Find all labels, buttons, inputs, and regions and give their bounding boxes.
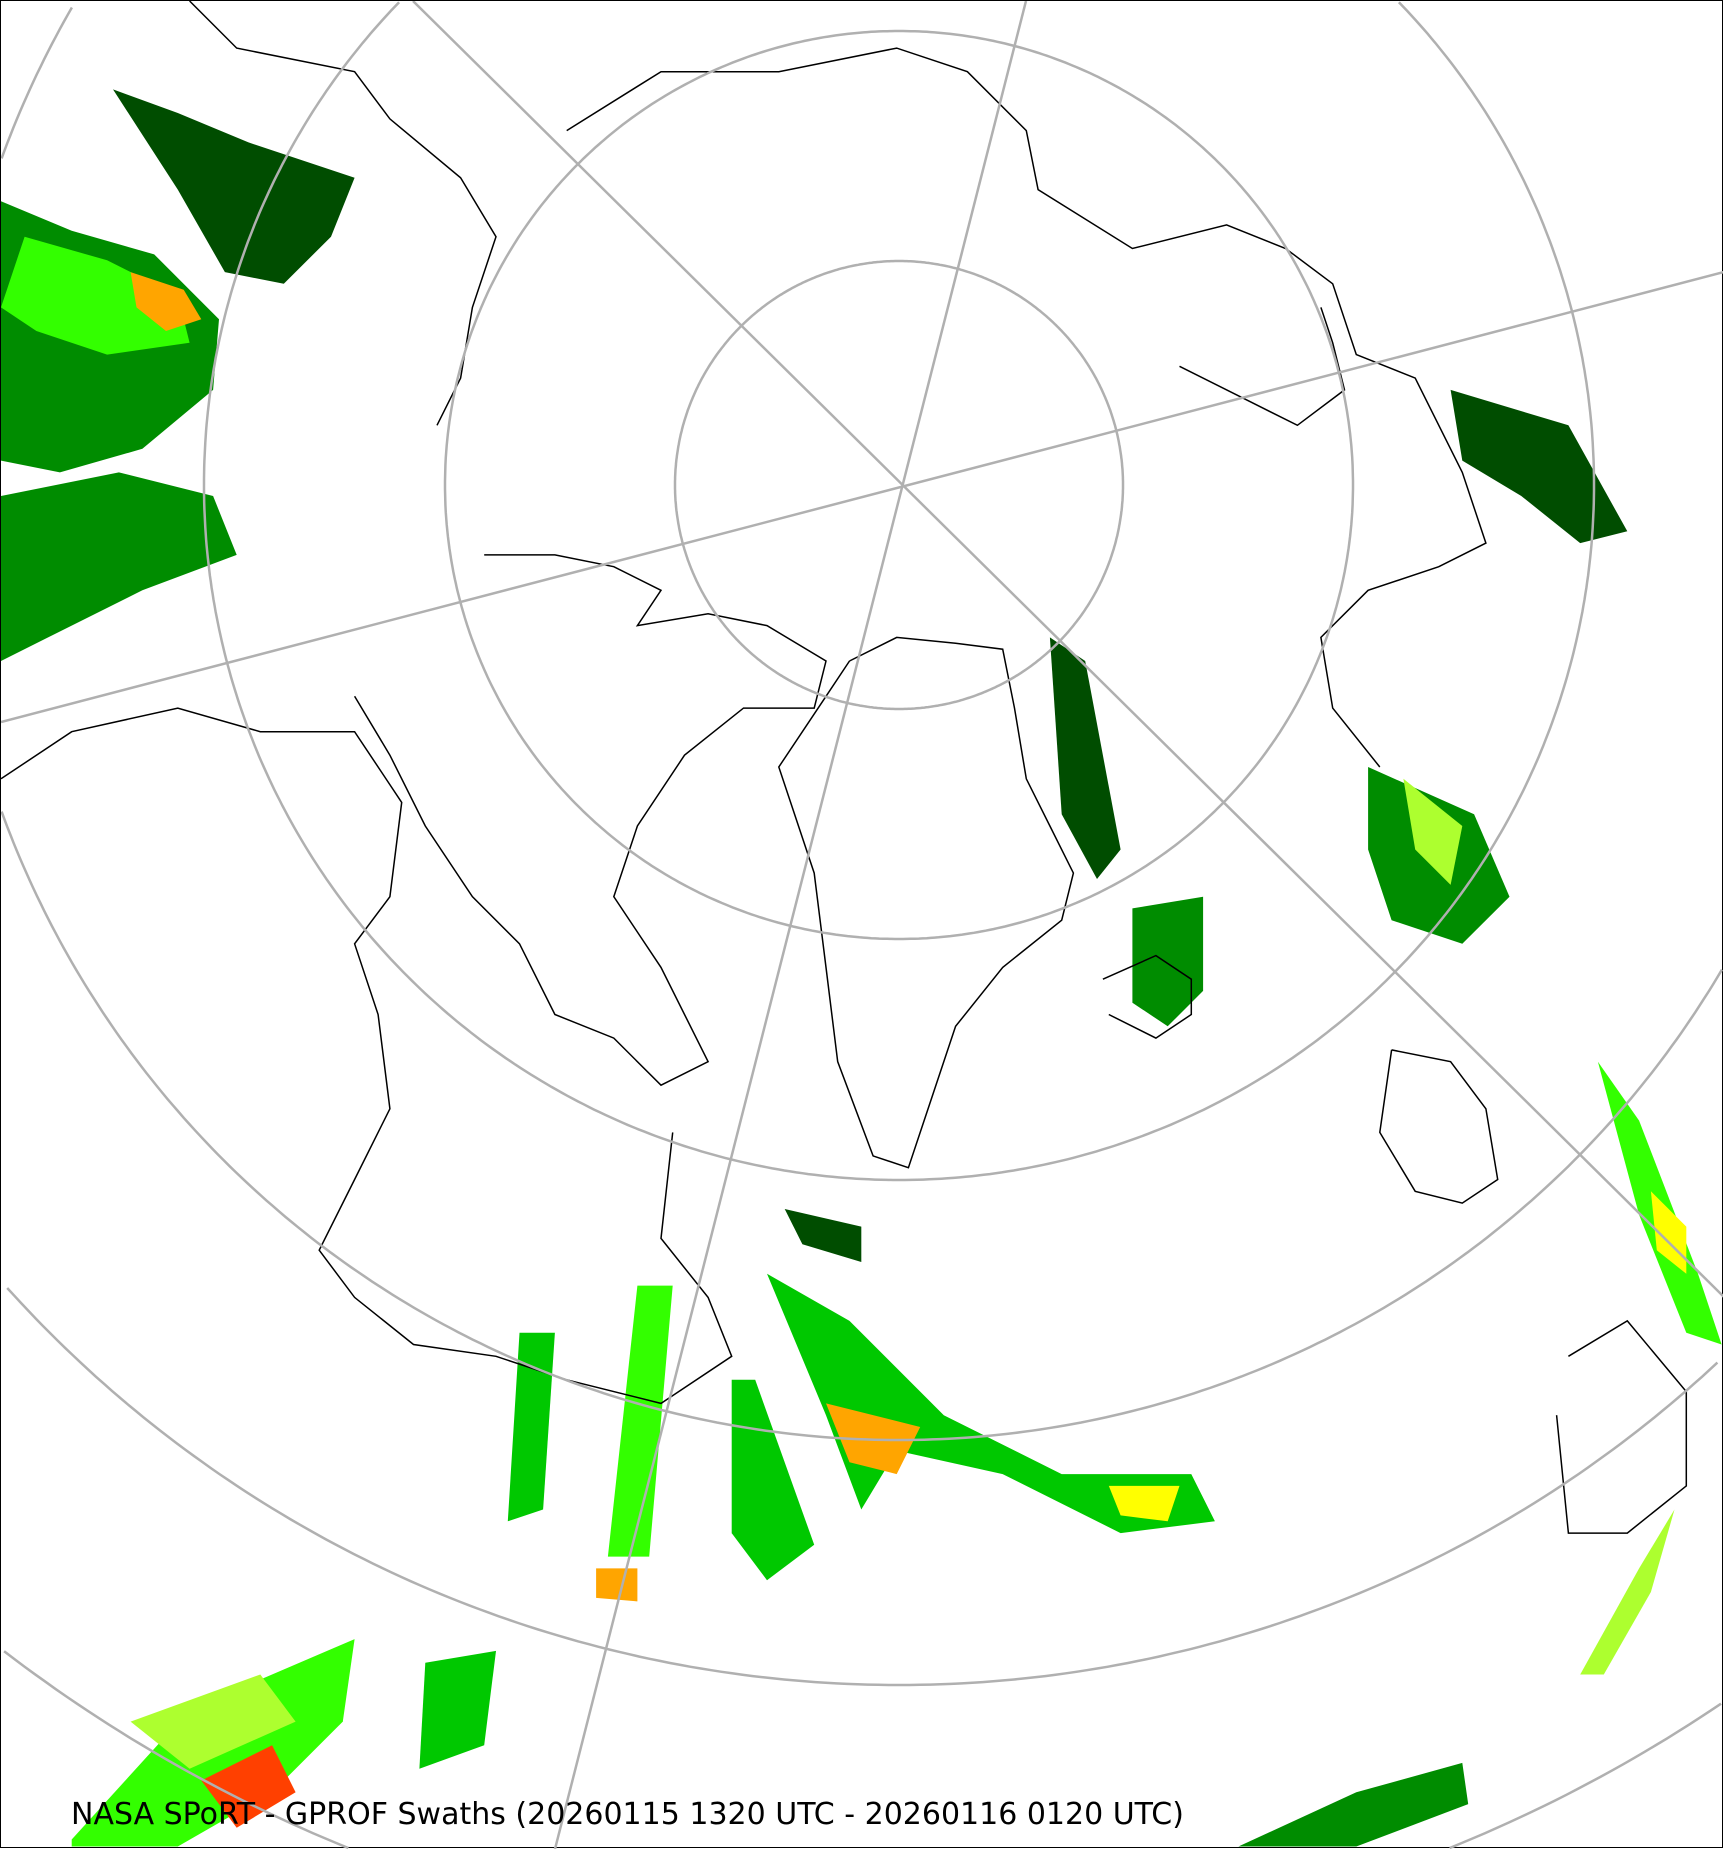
latitude-circle [1, 6, 73, 159]
precip-area [1403, 778, 1463, 885]
precip-area [1108, 1485, 1180, 1522]
iceland-coastline [1102, 954, 1193, 1039]
precipitation-layer [1, 89, 1722, 1847]
precip-area [784, 1209, 862, 1262]
greenland-coastline [777, 636, 1075, 1169]
latitude-circle [1449, 1702, 1722, 1849]
precip-area [596, 1568, 638, 1602]
latitude-circle [1, 811, 1723, 1442]
novaya-zemlya-coastline [1179, 307, 1346, 427]
precip-area [507, 1332, 555, 1522]
map-title: NASA SPoRT - GPROF Swaths (20260115 1320… [71, 1797, 1184, 1832]
precip-area [1132, 896, 1204, 1027]
british-isles-coastline [1379, 1049, 1499, 1204]
precip-area [1238, 1762, 1469, 1847]
latitude-circle [673, 259, 1125, 711]
precip-area [1580, 1509, 1675, 1675]
precip-area [1, 236, 190, 355]
precip-area [130, 1674, 296, 1769]
latitude-circle [3, 1650, 349, 1849]
eurasia-coastline [566, 47, 1487, 768]
meridian-line [553, 1, 1028, 1849]
meridian-line [412, 1, 1723, 1298]
precip-area [1650, 1191, 1687, 1274]
precip-area [1, 472, 237, 661]
latitude-circle [443, 29, 1355, 941]
north-america-coastline [1, 707, 733, 1405]
precip-area [1049, 637, 1121, 879]
latitude-circle [202, 1, 1596, 1182]
latitude-circle [6, 1287, 1719, 1687]
precip-area [731, 1379, 815, 1581]
arctic-archipelago-coastline [353, 554, 827, 1087]
precip-area [113, 89, 355, 284]
meridian-line [1, 270, 1723, 724]
precip-area [1450, 389, 1628, 544]
precip-area [130, 272, 202, 331]
precip-area [201, 1745, 296, 1828]
precip-area [607, 1285, 673, 1557]
iberia-coastline [1555, 1319, 1688, 1534]
precip-area [419, 1650, 496, 1769]
